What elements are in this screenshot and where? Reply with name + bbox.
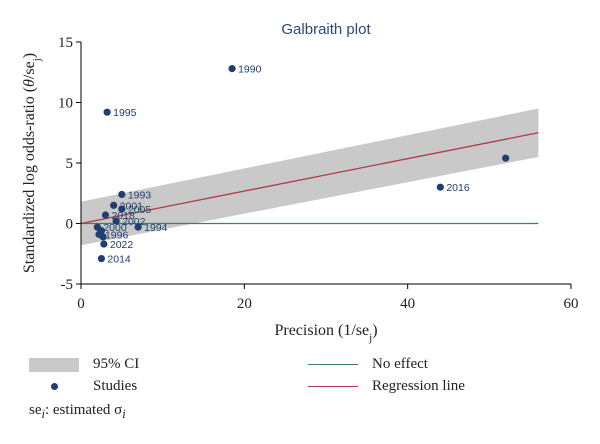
- y-tick-label: 10: [58, 96, 73, 112]
- x-tick-label: 0: [77, 296, 85, 312]
- study-point-label: 2005: [128, 204, 152, 216]
- study-point: [502, 154, 510, 162]
- x-tick-label: 20: [237, 296, 252, 312]
- footnote: sei: estimated σi: [29, 402, 126, 422]
- study-point: [103, 108, 111, 116]
- point-layer: 1990199520161993200120052018200219942000…: [93, 64, 510, 266]
- study-point: [100, 240, 108, 248]
- x-axis-label: Precision (1/sej): [274, 322, 377, 344]
- x-tick-label: 60: [564, 296, 579, 312]
- study-point-label: 1993: [128, 189, 152, 201]
- footnote-sub-i: i: [41, 407, 45, 421]
- study-point-label: 2000: [103, 222, 127, 234]
- ci-band: [81, 108, 539, 246]
- study-point-label: 2001: [120, 200, 144, 212]
- study-point-label: 2016: [446, 182, 470, 194]
- study-point: [97, 254, 106, 263]
- study-point: [134, 223, 142, 231]
- study-point-label: 1996: [105, 229, 129, 241]
- study-point-label: 2022: [110, 239, 134, 251]
- study-point: [99, 233, 107, 241]
- y-tick-label: -5: [61, 277, 74, 293]
- x-tick-label: 40: [400, 296, 415, 312]
- y-axis-label: Standardized log odds-ratio (θ/sej): [21, 53, 43, 273]
- study-point: [118, 205, 126, 213]
- study-point-label: 1994: [144, 222, 168, 234]
- y-tick-label: 5: [66, 156, 74, 172]
- footnote-sub-i2: i: [122, 407, 126, 421]
- study-point: [112, 217, 120, 225]
- ci-band-layer: [81, 108, 539, 246]
- footnote-rest: : estimated σ: [44, 402, 123, 418]
- y-tick-label: 0: [66, 217, 74, 233]
- study-point: [101, 211, 110, 219]
- chart-title: Galbraith plot: [281, 21, 371, 38]
- study-point: [118, 190, 126, 199]
- study-point-label: 1995: [113, 107, 137, 119]
- study-point-label: 1990: [238, 64, 262, 76]
- y-tick-label: 15: [58, 35, 73, 51]
- study-point: [228, 65, 236, 73]
- study-point: [110, 201, 118, 209]
- footnote-se: se: [29, 402, 42, 418]
- study-point: [436, 183, 444, 191]
- line-layer: [80, 132, 539, 225]
- regression-line: [80, 132, 539, 225]
- study-point-label: 2014: [107, 254, 131, 266]
